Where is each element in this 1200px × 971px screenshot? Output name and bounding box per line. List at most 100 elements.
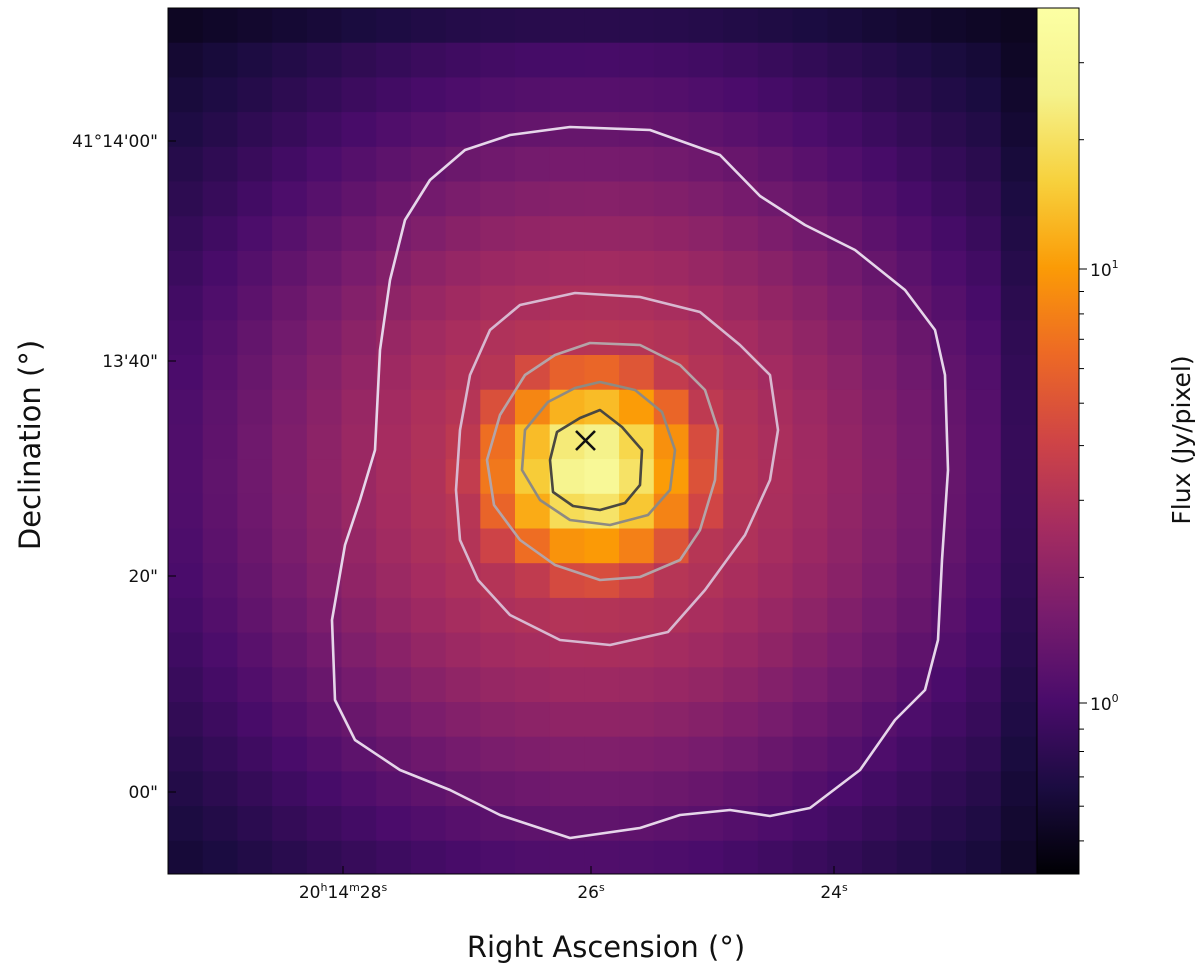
contour-level-2 (454, 291, 780, 647)
heatmap-cell (792, 806, 828, 842)
heatmap-cell (445, 632, 481, 668)
heatmap-cell (341, 667, 377, 703)
heatmap-cell (237, 355, 273, 391)
heatmap-cell (966, 355, 1002, 391)
heatmap-cell (515, 320, 551, 356)
heatmap-cell (445, 459, 481, 495)
heatmap-cell (376, 632, 412, 668)
heatmap-cell (341, 840, 377, 874)
heatmap-cell (584, 181, 620, 217)
heatmap-cell (584, 250, 620, 287)
heatmap-cell (168, 112, 204, 148)
heatmap-cell (896, 736, 932, 772)
y-tick-label: 41°14'00" (72, 132, 158, 152)
heatmap-cell (341, 528, 377, 564)
heatmap-cell (1000, 250, 1037, 287)
heatmap-cell (515, 424, 551, 460)
heatmap-cell (341, 702, 377, 738)
heatmap-cell (827, 632, 863, 668)
heatmap-cell (445, 667, 481, 703)
heatmap-cell (827, 389, 863, 425)
heatmap-cell (376, 355, 412, 391)
heatmap-cell (966, 250, 1002, 287)
heatmap-cell (619, 8, 655, 44)
heatmap-cell (272, 493, 308, 530)
heatmap-cell (306, 389, 343, 425)
heatmap-cell (306, 528, 343, 564)
heatmap-cell (653, 667, 690, 703)
heatmap-cell (688, 355, 724, 391)
heatmap-cell (410, 146, 447, 183)
heatmap-cell (931, 389, 967, 425)
heatmap-cell (549, 77, 585, 113)
heatmap-cell (862, 702, 898, 738)
heatmap-cell (619, 146, 655, 183)
heatmap-cell (410, 667, 447, 703)
heatmap-cell (480, 702, 516, 738)
heatmap-cell (1035, 355, 1037, 391)
heatmap-cell (723, 840, 759, 874)
heatmap-cell (168, 702, 204, 738)
heatmap-cell (306, 146, 343, 183)
heatmap-cell (202, 8, 238, 44)
heatmap-cell (966, 181, 1002, 217)
heatmap-cell (1000, 285, 1037, 321)
heatmap-cell (827, 840, 863, 874)
heatmap-cell (1000, 112, 1037, 148)
heatmap-cell (862, 632, 898, 668)
heatmap-cell (480, 250, 516, 287)
heatmap-cell (306, 181, 343, 217)
heatmap-cell (410, 424, 447, 460)
heatmap-cell (931, 667, 967, 703)
heatmap-cell (896, 702, 932, 738)
heatmap-cell (688, 285, 724, 321)
heatmap-cell (1000, 493, 1037, 530)
heatmap-cell (584, 146, 620, 183)
heatmap-cell (549, 528, 585, 564)
heatmap-cell (896, 806, 932, 842)
heatmap-cell (1035, 840, 1037, 874)
heatmap-cell (757, 112, 794, 148)
heatmap-cell (341, 181, 377, 217)
heatmap-cell (896, 355, 932, 391)
heatmap-cell (237, 285, 273, 321)
heatmap-cell (202, 389, 238, 425)
heatmap-cell (1000, 424, 1037, 460)
heatmap-cell (376, 702, 412, 738)
heatmap-cell (792, 459, 828, 495)
heatmap-cell (688, 702, 724, 738)
heatmap-cell (515, 667, 551, 703)
heatmap-cell (688, 181, 724, 217)
heatmap-cell (827, 8, 863, 44)
heatmap-cell (410, 77, 447, 113)
heatmap-cell (653, 77, 690, 113)
heatmap-cell (862, 42, 898, 78)
heatmap-cell (202, 736, 238, 772)
heatmap-cell (653, 702, 690, 738)
heatmap-cell (688, 840, 724, 874)
heatmap-cell (1000, 77, 1037, 113)
heatmap-cell (653, 528, 690, 564)
heatmap-cell (168, 424, 204, 460)
heatmap-cell (341, 77, 377, 113)
heatmap-cell (272, 320, 308, 356)
heatmap-cell (1035, 424, 1037, 460)
heatmap-cell (931, 563, 967, 599)
heatmap-cell (515, 771, 551, 807)
heatmap-cell (966, 771, 1002, 807)
heatmap-cell (168, 667, 204, 703)
heatmap-cell (757, 563, 794, 599)
heatmap-cell (202, 146, 238, 183)
heatmap-cell (723, 597, 759, 634)
heatmap-cell (306, 806, 343, 842)
heatmap-cell (168, 250, 204, 287)
heatmap-cell (966, 389, 1002, 425)
heatmap-cell (445, 42, 481, 78)
heatmap-cell (202, 632, 238, 668)
heatmap-cell (931, 528, 967, 564)
heatmap-cell (515, 146, 551, 183)
heatmap-cell (792, 389, 828, 425)
heatmap-cell (272, 736, 308, 772)
heatmap-cell (410, 42, 447, 78)
